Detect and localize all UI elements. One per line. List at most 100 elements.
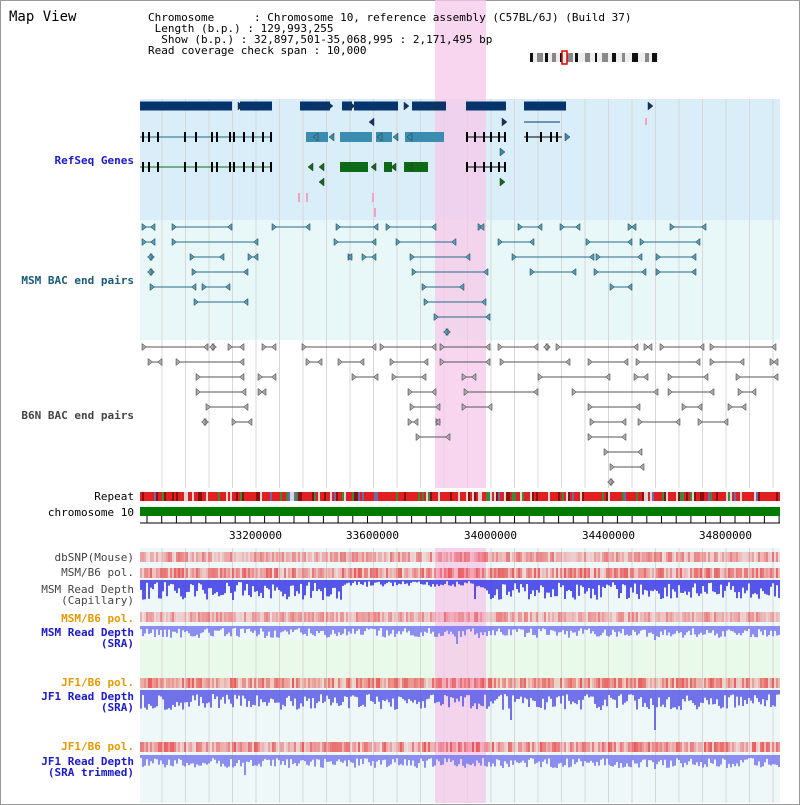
polymorphism-bin: [288, 742, 290, 752]
read-depth-bar: [202, 755, 204, 763]
repeat-segment: [638, 492, 640, 501]
read-depth-bar: [434, 690, 436, 704]
polymorphism-bin: [468, 678, 470, 688]
polymorphism-bin: [264, 612, 266, 622]
polymorphism-bin: [354, 568, 356, 578]
read-depth-bar: [584, 690, 586, 697]
bac-end-marker: [499, 357, 505, 367]
read-depth-bar: [456, 626, 458, 644]
repeat-segment: [756, 492, 758, 501]
polymorphism-bin: [622, 552, 624, 562]
polymorphism-bin: [542, 552, 544, 562]
read-depth-bar: [416, 690, 418, 705]
polymorphism-bin: [400, 568, 402, 578]
read-depth-bar: [150, 580, 152, 588]
gene-exon: [270, 162, 272, 172]
polymorphism-bin: [574, 742, 576, 752]
repeat-segment: [766, 492, 768, 501]
polymorphism-bin: [580, 678, 582, 688]
polymorphism-bin: [688, 612, 690, 622]
polymorphism-bin: [652, 742, 654, 752]
track-label-b6n-bac[interactable]: B6N BAC end pairs: [21, 409, 134, 422]
read-depth-bar: [634, 755, 636, 764]
repeat-segment: [226, 492, 228, 501]
read-depth-bar: [510, 626, 512, 636]
read-depth-bar: [436, 580, 438, 585]
polymorphism-bin: [336, 612, 338, 622]
polymorphism-bin: [728, 552, 730, 562]
polymorphism-bin: [204, 742, 206, 752]
polymorphism-bin: [448, 568, 450, 578]
read-depth-bar: [300, 755, 302, 761]
polymorphism-bin: [466, 552, 468, 562]
polymorphism-bin: [324, 612, 326, 622]
read-depth-bar: [554, 690, 556, 707]
read-depth-bar: [760, 626, 762, 632]
repeat-segment: [490, 492, 492, 501]
polymorphism-bin: [698, 568, 700, 578]
read-depth-bar: [242, 690, 244, 696]
polymorphism-bin: [562, 678, 564, 688]
polymorphism-bin: [736, 612, 738, 622]
bac-end-marker: [409, 402, 415, 412]
polymorphism-bin: [262, 612, 264, 622]
repeat-segment: [748, 492, 750, 501]
bac-end-marker: [639, 462, 645, 472]
read-depth-bar: [596, 626, 598, 637]
polymorphism-bin: [202, 678, 204, 688]
track-label-msm-bac[interactable]: MSM BAC end pairs: [21, 274, 134, 287]
polymorphism-bin: [364, 678, 366, 688]
bac-end-marker: [351, 372, 357, 382]
polymorphism-bin: [694, 678, 696, 688]
polymorphism-bin: [712, 742, 714, 752]
polymorphism-bin: [706, 552, 708, 562]
polymorphism-bin: [666, 552, 668, 562]
polymorphism-bin: [538, 612, 540, 622]
polymorphism-bin: [536, 568, 538, 578]
polymorphism-bin: [378, 742, 380, 752]
read-depth-bar: [516, 580, 518, 590]
polymorphism-bin: [286, 612, 288, 622]
polymorphism-bin: [550, 568, 552, 578]
polymorphism-bin: [482, 678, 484, 688]
polymorphism-bin: [558, 552, 560, 562]
gene-exon: [540, 132, 542, 142]
polymorphism-bin: [362, 552, 364, 562]
read-depth-bar: [284, 580, 286, 594]
read-depth-bar: [152, 580, 154, 590]
read-depth-bar: [568, 690, 570, 701]
ideogram-band: [632, 53, 638, 62]
polymorphism-bin: [460, 678, 462, 688]
polymorphism-bin: [356, 742, 358, 752]
read-depth-bar: [754, 755, 756, 766]
track-label-refseq[interactable]: RefSeq Genes: [54, 154, 134, 167]
read-depth-bar: [762, 580, 764, 592]
read-depth-bar: [460, 580, 462, 586]
polymorphism-bin: [144, 612, 146, 622]
polymorphism-bin: [232, 568, 234, 578]
repeat-segment: [284, 492, 286, 501]
selected-region-highlight: [435, 0, 486, 488]
polymorphism-bin: [530, 552, 532, 562]
repeat-segment: [368, 492, 370, 501]
read-depth-bar: [166, 755, 168, 765]
polymorphism-bin: [488, 552, 490, 562]
polymorphism-bin: [716, 742, 718, 752]
read-depth-bar: [258, 755, 260, 764]
repeat-segment: [636, 492, 638, 501]
read-depth-bar: [546, 580, 548, 593]
read-depth-bar: [774, 755, 776, 765]
read-depth-bar: [160, 580, 162, 599]
read-depth-bar: [170, 690, 172, 710]
read-depth-bar: [180, 690, 182, 703]
read-depth-bar: [192, 690, 194, 696]
bac-end-marker: [395, 237, 401, 247]
repeat-segment: [532, 492, 534, 501]
polymorphism-bin: [262, 742, 264, 752]
bac-end-marker: [205, 402, 211, 412]
polymorphism-bin: [394, 552, 396, 562]
polymorphism-bin: [680, 678, 682, 688]
gene-strand-arrow: [499, 177, 506, 187]
polymorphism-bin: [392, 568, 394, 578]
polymorphism-bin: [700, 568, 702, 578]
